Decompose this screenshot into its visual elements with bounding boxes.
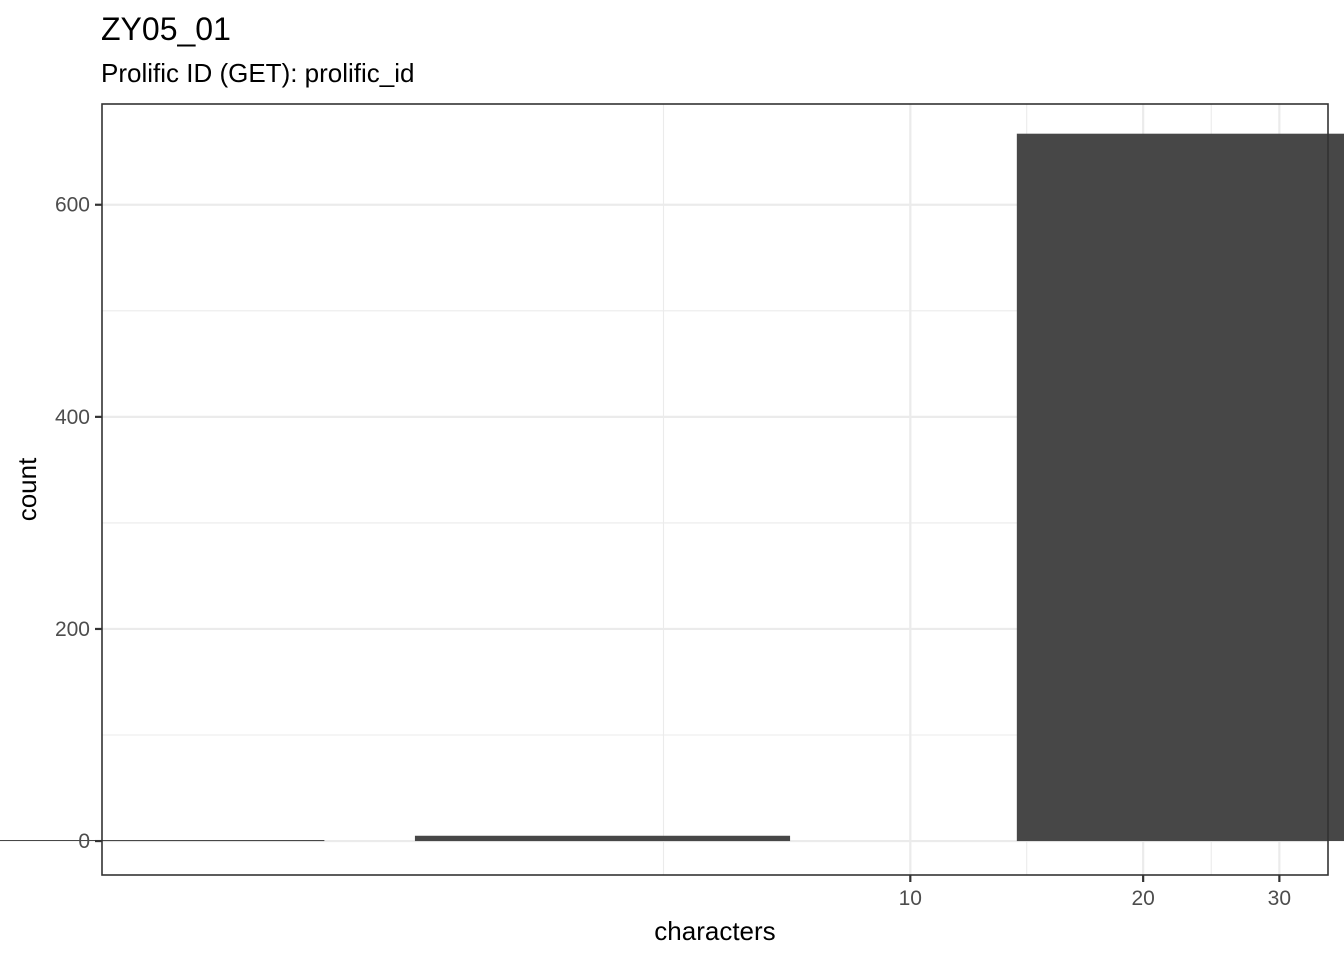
plot-panel-border: [101, 103, 1329, 876]
x-axis-title: characters: [654, 916, 775, 946]
x-tick-label: 10: [899, 887, 922, 910]
y-axis: 0 200 400 600: [55, 194, 102, 853]
chart-title: ZY05_01: [101, 11, 231, 47]
bar-3: [1016, 133, 1344, 842]
bar-group: [0, 133, 1344, 842]
bar-1: [0, 840, 325, 842]
chart-subtitle: Prolific ID (GET): prolific_id: [101, 58, 415, 88]
bar-2: [414, 835, 791, 842]
y-tick-label: 200: [55, 618, 90, 641]
x-axis: 10 20 30: [899, 875, 1291, 910]
y-tick-label: 400: [55, 406, 90, 429]
y-axis-title: count: [12, 457, 42, 521]
x-tick-label: 20: [1131, 887, 1154, 910]
y-tick-label: 600: [55, 194, 90, 217]
y-tick-label: 0: [78, 830, 90, 853]
x-tick-label: 30: [1268, 887, 1291, 910]
